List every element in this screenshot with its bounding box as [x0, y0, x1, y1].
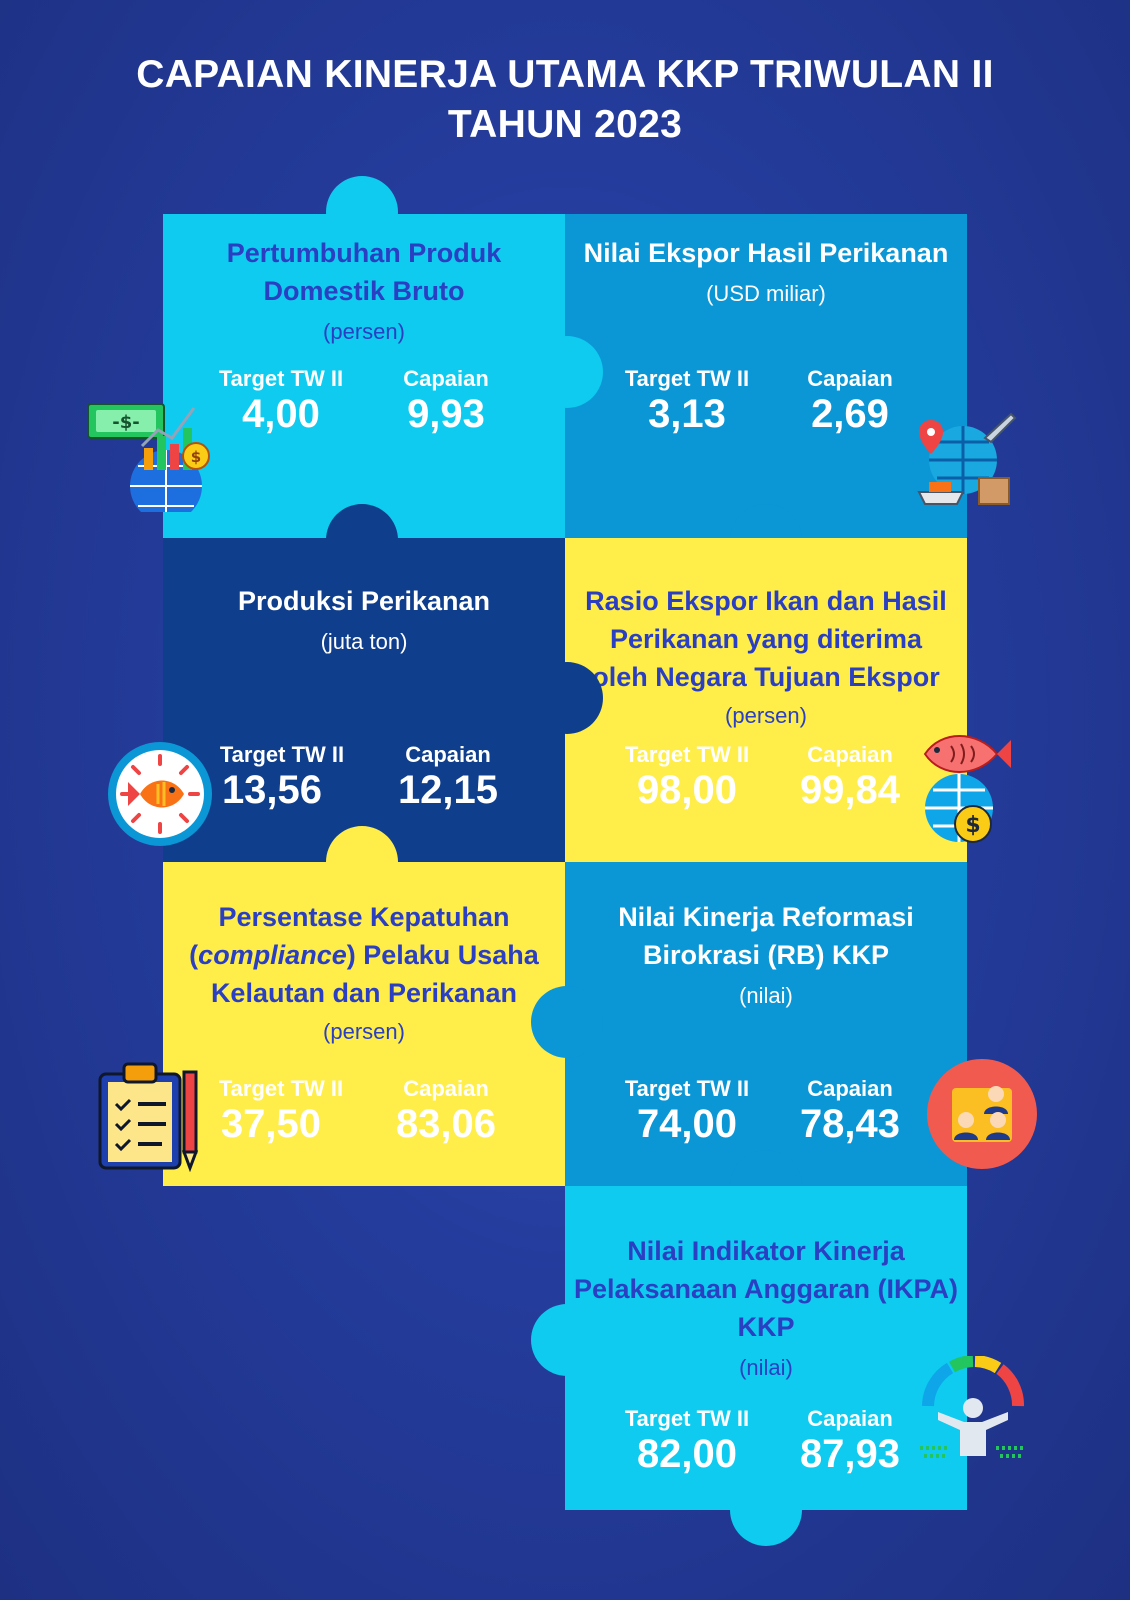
tile-title: Nilai Indikator Kinerja Pelaksanaan Angg… [573, 1236, 959, 1342]
capaian-value: 78,43 [799, 1102, 901, 1146]
tile-unit: (nilai) [739, 1355, 793, 1380]
fish-icon [108, 742, 212, 846]
gdp-growth-icon: -$- $ [87, 403, 210, 512]
puzzle-knob [730, 1474, 802, 1546]
target-label: Target TW II [218, 1076, 344, 1101]
target-label: Target TW II [218, 366, 344, 391]
capaian-label: Capaian [405, 742, 491, 767]
tile-title: Pertumbuhan Produk Domestik Bruto [226, 238, 502, 306]
capaian-value: 87,93 [799, 1432, 901, 1476]
target-value: 74,00 [636, 1102, 738, 1146]
target-label: Target TW II [219, 742, 345, 767]
capaian-label: Capaian [403, 1076, 489, 1101]
tile-unit: (juta ton) [320, 629, 408, 654]
title-line-2: TAHUN 2023 [447, 103, 683, 146]
puzzle-knob [531, 662, 603, 734]
tile-unit: (persen) [323, 1019, 405, 1044]
tile-rasio-ekspor: Rasio Ekspor Ikan dan Hasil Perikanan ya… [565, 538, 967, 862]
tile-ikpa: Nilai Indikator Kinerja Pelaksanaan Angg… [565, 1186, 967, 1510]
target-value: 13,56 [221, 768, 323, 812]
svg-text:-$-: -$- [112, 412, 139, 433]
tile-title: Rasio Ekspor Ikan dan Hasil Perikanan ya… [585, 586, 947, 692]
target-label: Target TW II [624, 1406, 750, 1431]
capaian-value: 99,84 [799, 768, 901, 812]
tile-title: Produksi Perikanan [237, 586, 491, 616]
capaian-label: Capaian [807, 366, 893, 391]
tile-nilai-ekspor: Nilai Ekspor Hasil Perikanan (USD miliar… [565, 214, 967, 538]
fish-export-icon: $ [923, 735, 1011, 843]
puzzle-knob [531, 336, 603, 408]
checklist-icon [98, 1062, 199, 1172]
tile-title: Nilai Ekspor Hasil Perikanan [583, 238, 949, 268]
target-value: 82,00 [636, 1432, 738, 1476]
capaian-value: 12,15 [397, 768, 499, 812]
tile-title: Persentase Kepatuhan (compliance) Pelaku… [189, 902, 539, 1008]
tile-pdb: Pertumbuhan Produk Domestik Bruto (perse… [163, 214, 565, 538]
tile-unit: (USD miliar) [706, 281, 826, 306]
tile-unit: (persen) [725, 703, 807, 728]
capaian-label: Capaian [807, 742, 893, 767]
svg-text:$: $ [965, 813, 980, 838]
title-line-1: CAPAIAN KINERJA UTAMA KKP TRIWULAN II [136, 53, 994, 96]
target-value: 37,50 [220, 1102, 322, 1146]
tile-reformasi-birokrasi: Nilai Kinerja Reformasi Birokrasi (RB) K… [565, 862, 967, 1186]
target-value: 98,00 [636, 768, 738, 812]
target-value: 4,00 [242, 392, 320, 436]
target-label: Target TW II [624, 742, 750, 767]
performance-gauge-icon [920, 1356, 1026, 1458]
tile-produksi: Produksi Perikanan (juta ton) Target TW … [163, 538, 565, 862]
capaian-label: Capaian [807, 1076, 893, 1101]
target-value: 3,13 [648, 392, 726, 436]
capaian-label: Capaian [403, 366, 489, 391]
global-export-icon [917, 412, 1017, 505]
svg-text:$: $ [191, 448, 201, 466]
tile-kepatuhan: Persentase Kepatuhan (compliance) Pelaku… [163, 862, 565, 1186]
target-label: Target TW II [624, 366, 750, 391]
page-title: CAPAIAN KINERJA UTAMA KKP TRIWULAN II TA… [0, 50, 1130, 150]
capaian-label: Capaian [807, 1406, 893, 1431]
puzzle-knob [531, 986, 603, 1058]
team-icon [927, 1059, 1037, 1169]
capaian-value: 83,06 [395, 1102, 497, 1146]
capaian-value: 2,69 [811, 392, 889, 436]
target-label: Target TW II [624, 1076, 750, 1101]
tile-title: Nilai Kinerja Reformasi Birokrasi (RB) K… [618, 902, 914, 970]
tile-unit: (persen) [323, 319, 405, 344]
tile-unit: (nilai) [739, 983, 793, 1008]
capaian-value: 9,93 [407, 392, 485, 436]
